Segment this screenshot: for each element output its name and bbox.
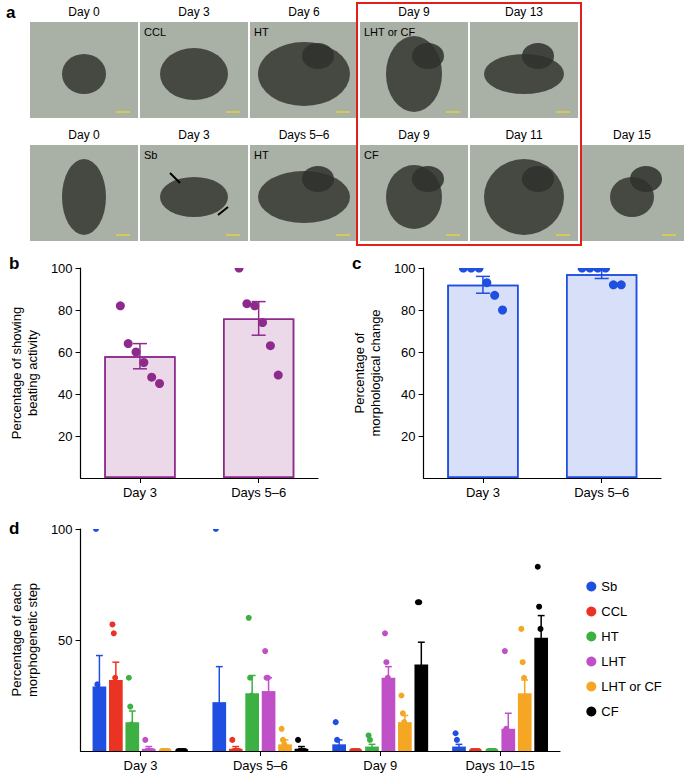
svg-text:CCL: CCL — [144, 26, 166, 38]
svg-text:Days 5–6: Days 5–6 — [231, 485, 286, 500]
svg-text:Percentage of: Percentage of — [352, 332, 367, 413]
svg-text:100: 100 — [394, 261, 416, 276]
svg-text:100: 100 — [51, 522, 73, 537]
svg-text:Day 0: Day 0 — [68, 128, 100, 142]
svg-text:Percentage of each: Percentage of each — [9, 584, 24, 697]
svg-text:Percentage of showing: Percentage of showing — [9, 307, 24, 439]
svg-text:a: a — [6, 3, 16, 22]
svg-text:Day 3: Day 3 — [178, 128, 210, 142]
svg-text:40: 40 — [401, 387, 415, 402]
svg-text:Day 9: Day 9 — [398, 5, 430, 19]
svg-text:Day 15: Day 15 — [613, 128, 651, 142]
svg-text:Days 5–6: Days 5–6 — [233, 758, 288, 773]
svg-text:60: 60 — [401, 345, 415, 360]
svg-text:Day 3: Day 3 — [124, 758, 158, 773]
svg-text:Day 3: Day 3 — [178, 5, 210, 19]
svg-text:Days 10–15: Days 10–15 — [465, 758, 534, 773]
svg-text:morphological change: morphological change — [368, 309, 383, 436]
svg-text:HT: HT — [254, 26, 269, 38]
svg-text:HT: HT — [254, 149, 269, 161]
svg-text:60: 60 — [58, 345, 72, 360]
svg-text:LHT: LHT — [601, 654, 626, 669]
svg-text:100: 100 — [51, 261, 73, 276]
svg-text:Day 3: Day 3 — [123, 485, 157, 500]
svg-text:Sb: Sb — [144, 149, 157, 161]
svg-text:Day 9: Day 9 — [398, 128, 430, 142]
svg-text:LHT or CF: LHT or CF — [364, 26, 415, 38]
svg-text:CCL: CCL — [601, 604, 627, 619]
svg-text:50: 50 — [58, 633, 72, 648]
svg-text:LHT or CF: LHT or CF — [601, 679, 661, 694]
svg-text:c: c — [352, 254, 361, 273]
svg-text:20: 20 — [58, 429, 72, 444]
svg-text:40: 40 — [58, 387, 72, 402]
svg-text:d: d — [9, 519, 19, 538]
svg-text:HT: HT — [601, 629, 618, 644]
svg-text:beating activity: beating activity — [25, 330, 40, 416]
svg-text:b: b — [9, 254, 19, 273]
svg-text:CF: CF — [364, 149, 379, 161]
svg-text:Sb: Sb — [601, 579, 617, 594]
svg-text:20: 20 — [401, 429, 415, 444]
svg-text:Days 5–6: Days 5–6 — [279, 128, 330, 142]
svg-text:Day 0: Day 0 — [68, 5, 100, 19]
svg-text:Day 13: Day 13 — [505, 5, 543, 19]
svg-text:80: 80 — [58, 303, 72, 318]
svg-text:Day 6: Day 6 — [288, 5, 320, 19]
svg-text:Day 9: Day 9 — [363, 758, 397, 773]
svg-text:80: 80 — [401, 303, 415, 318]
svg-text:Day 11: Day 11 — [505, 128, 542, 142]
svg-text:morphogenetic step: morphogenetic step — [25, 583, 40, 697]
svg-text:CF: CF — [601, 704, 618, 719]
svg-text:Days 5–6: Days 5–6 — [574, 485, 629, 500]
svg-text:Day 3: Day 3 — [466, 485, 500, 500]
